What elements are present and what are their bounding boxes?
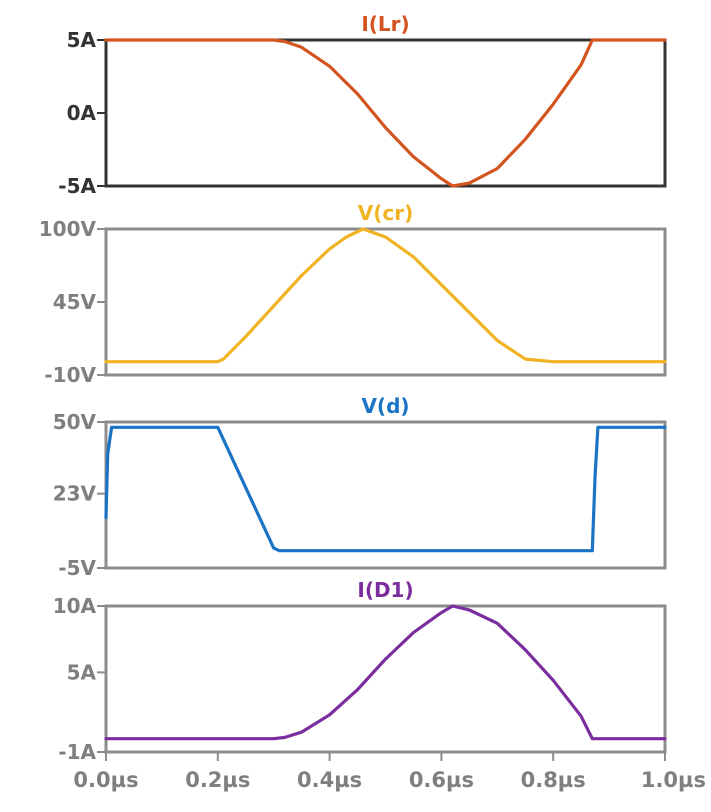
x-tick-label: 1.0µs — [641, 768, 706, 792]
y-tick-label: -5V — [58, 556, 96, 580]
x-tick-label: 0.2µs — [185, 768, 250, 792]
y-tick-label: -10V — [44, 363, 96, 387]
y-tick-label: -1A — [58, 740, 96, 764]
x-tick-label: 0.6µs — [409, 768, 474, 792]
plot-frame — [104, 227, 667, 377]
y-tick-label: 0A — [67, 101, 97, 125]
x-axis: 0.0µs 0.2µs 0.4µs 0.6µs 0.8µs 1.0µs — [73, 752, 706, 792]
y-tick-label: 45V — [53, 290, 97, 314]
panel-title: I(Lr) — [361, 12, 409, 36]
plot-panels: I(Lr) 5A 0A -5A V(cr) 100V 45V -10V V(d) 50V 23V -5… — [39, 12, 667, 764]
panel-title: V(d) — [361, 394, 409, 418]
panel-vcr: V(cr) 100V 45V -10V — [39, 201, 667, 387]
panel-title: I(D1) — [357, 578, 413, 602]
series-line-vd — [104, 425, 667, 553]
x-tick-label: 0.0µs — [73, 768, 138, 792]
series-line-vcr — [104, 227, 667, 364]
x-tick-label: 0.4µs — [297, 768, 362, 792]
y-tick-label: 50V — [53, 410, 97, 434]
y-tick-label: 23V — [53, 482, 97, 506]
panel-id1: I(D1) 10A 5A -1A — [53, 578, 667, 764]
y-tick-label: -5A — [58, 174, 96, 198]
panel-ilr: I(Lr) 5A 0A -5A — [58, 12, 667, 198]
series-line-id1 — [104, 604, 667, 741]
y-tick-label: 10A — [53, 594, 97, 618]
y-tick-label: 100V — [39, 217, 97, 241]
y-tick-label: 5A — [67, 28, 97, 52]
plot-frame — [104, 604, 667, 754]
y-tick-label: 5A — [67, 660, 97, 684]
x-tick-label: 0.8µs — [521, 768, 586, 792]
series-line-ilr — [104, 38, 667, 188]
panel-title: V(cr) — [358, 201, 413, 225]
panel-vd: V(d) 50V 23V -5V — [53, 394, 667, 580]
plot-frame — [104, 420, 667, 570]
